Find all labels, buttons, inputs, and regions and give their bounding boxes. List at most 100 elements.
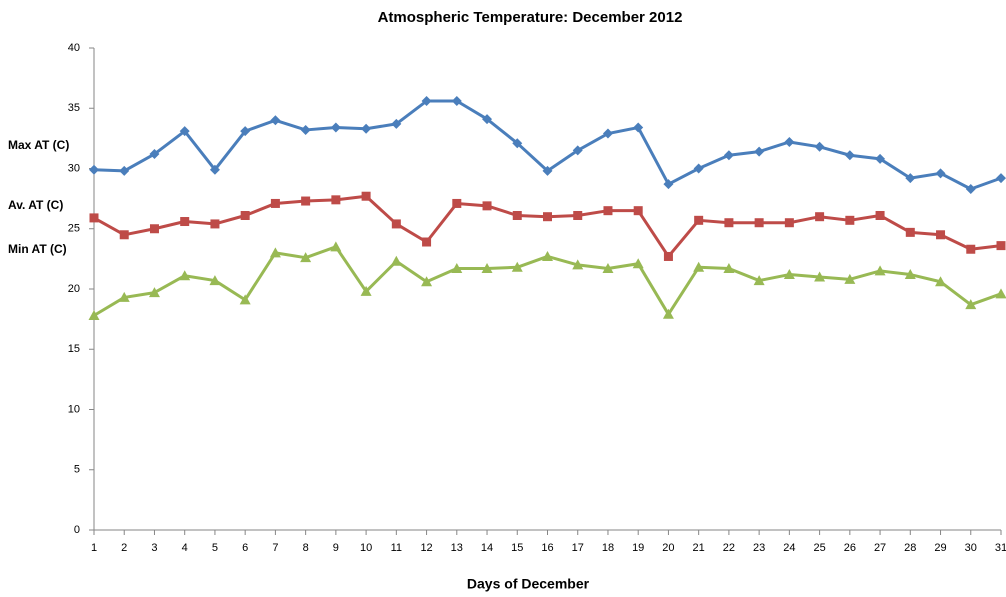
x-tick-label: 16 bbox=[541, 542, 553, 554]
marker bbox=[119, 165, 130, 176]
y-tick-label: 5 bbox=[74, 464, 80, 476]
marker bbox=[270, 198, 280, 208]
marker bbox=[966, 244, 976, 254]
x-tick-label: 11 bbox=[391, 542, 402, 554]
marker bbox=[210, 219, 220, 229]
x-tick-label: 15 bbox=[511, 542, 523, 554]
marker bbox=[451, 263, 463, 274]
marker bbox=[723, 150, 734, 161]
marker bbox=[512, 138, 523, 149]
marker bbox=[754, 218, 764, 228]
y-tick-label: 40 bbox=[68, 42, 80, 54]
x-tick-label: 29 bbox=[934, 542, 946, 554]
marker bbox=[330, 241, 342, 252]
marker bbox=[361, 123, 372, 134]
marker bbox=[936, 230, 946, 240]
marker bbox=[209, 275, 221, 286]
marker bbox=[179, 270, 191, 281]
x-tick-label: 20 bbox=[662, 542, 674, 554]
marker bbox=[572, 259, 584, 270]
marker bbox=[270, 115, 281, 126]
y-tick-label: 15 bbox=[68, 343, 80, 355]
marker bbox=[149, 149, 160, 160]
marker bbox=[633, 206, 643, 216]
marker bbox=[602, 128, 613, 139]
x-tick-label: 14 bbox=[481, 542, 493, 554]
marker bbox=[482, 201, 492, 211]
marker bbox=[88, 310, 100, 321]
marker bbox=[422, 237, 432, 247]
marker bbox=[996, 173, 1006, 184]
marker bbox=[179, 126, 190, 137]
marker bbox=[390, 255, 402, 266]
x-tick-label: 22 bbox=[723, 542, 735, 554]
legend-label: Min AT (C) bbox=[8, 242, 67, 256]
marker bbox=[573, 210, 583, 220]
marker bbox=[481, 263, 493, 274]
x-tick-label: 5 bbox=[212, 542, 218, 554]
x-tick-label: 8 bbox=[303, 542, 309, 554]
marker bbox=[361, 191, 371, 201]
marker bbox=[300, 124, 311, 135]
marker bbox=[239, 294, 251, 305]
y-tick-label: 0 bbox=[74, 524, 80, 536]
marker bbox=[391, 219, 401, 229]
marker bbox=[693, 163, 704, 174]
series-line bbox=[93, 194, 1002, 258]
marker bbox=[844, 273, 856, 284]
marker bbox=[89, 213, 99, 223]
x-tick-label: 7 bbox=[272, 542, 278, 554]
marker bbox=[118, 291, 130, 302]
x-tick-label: 23 bbox=[753, 542, 765, 554]
x-tick-label: 10 bbox=[360, 542, 372, 554]
marker bbox=[240, 210, 250, 220]
x-tick-label: 28 bbox=[904, 542, 916, 554]
marker bbox=[905, 173, 916, 184]
marker bbox=[996, 241, 1006, 251]
marker bbox=[452, 198, 462, 208]
marker bbox=[904, 269, 916, 280]
x-tick-label: 30 bbox=[965, 542, 977, 554]
x-tick-label: 27 bbox=[874, 542, 886, 554]
marker bbox=[543, 212, 552, 222]
marker bbox=[844, 150, 855, 161]
marker bbox=[723, 263, 735, 274]
chart-title: Atmospheric Temperature: December 2012 bbox=[378, 9, 683, 26]
x-tick-label: 6 bbox=[242, 542, 248, 554]
legend-label: Av. AT (C) bbox=[8, 198, 63, 212]
marker bbox=[119, 230, 129, 240]
marker bbox=[965, 183, 976, 194]
y-tick-label: 35 bbox=[68, 102, 80, 114]
marker bbox=[301, 196, 311, 206]
marker bbox=[330, 122, 341, 133]
marker bbox=[331, 195, 341, 205]
marker bbox=[905, 227, 915, 237]
x-tick-label: 1 bbox=[91, 542, 97, 554]
x-tick-label: 31 bbox=[995, 542, 1006, 554]
marker bbox=[845, 215, 855, 225]
x-tick-label: 3 bbox=[151, 542, 157, 554]
legend-label: Max AT (C) bbox=[8, 138, 69, 152]
x-tick-label: 18 bbox=[602, 542, 614, 554]
x-tick-label: 13 bbox=[451, 542, 463, 554]
x-tick-label: 9 bbox=[333, 542, 339, 554]
marker bbox=[694, 215, 704, 225]
marker bbox=[784, 136, 795, 147]
marker bbox=[754, 146, 765, 157]
marker bbox=[542, 250, 553, 261]
marker bbox=[814, 141, 825, 152]
marker bbox=[633, 122, 644, 133]
marker bbox=[693, 261, 705, 272]
marker bbox=[89, 164, 99, 175]
marker bbox=[572, 145, 583, 156]
x-tick-label: 24 bbox=[783, 542, 795, 554]
marker bbox=[542, 165, 553, 176]
marker bbox=[602, 263, 614, 274]
y-tick-label: 25 bbox=[68, 223, 80, 235]
marker bbox=[814, 271, 826, 282]
y-tick-label: 30 bbox=[68, 162, 80, 174]
x-tick-label: 21 bbox=[693, 542, 705, 554]
marker bbox=[511, 261, 523, 272]
marker bbox=[360, 285, 372, 296]
